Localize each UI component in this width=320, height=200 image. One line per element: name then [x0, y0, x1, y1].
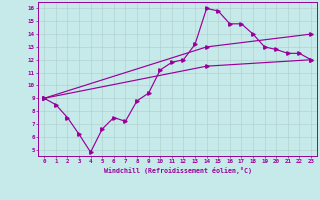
X-axis label: Windchill (Refroidissement éolien,°C): Windchill (Refroidissement éolien,°C) [104, 167, 252, 174]
